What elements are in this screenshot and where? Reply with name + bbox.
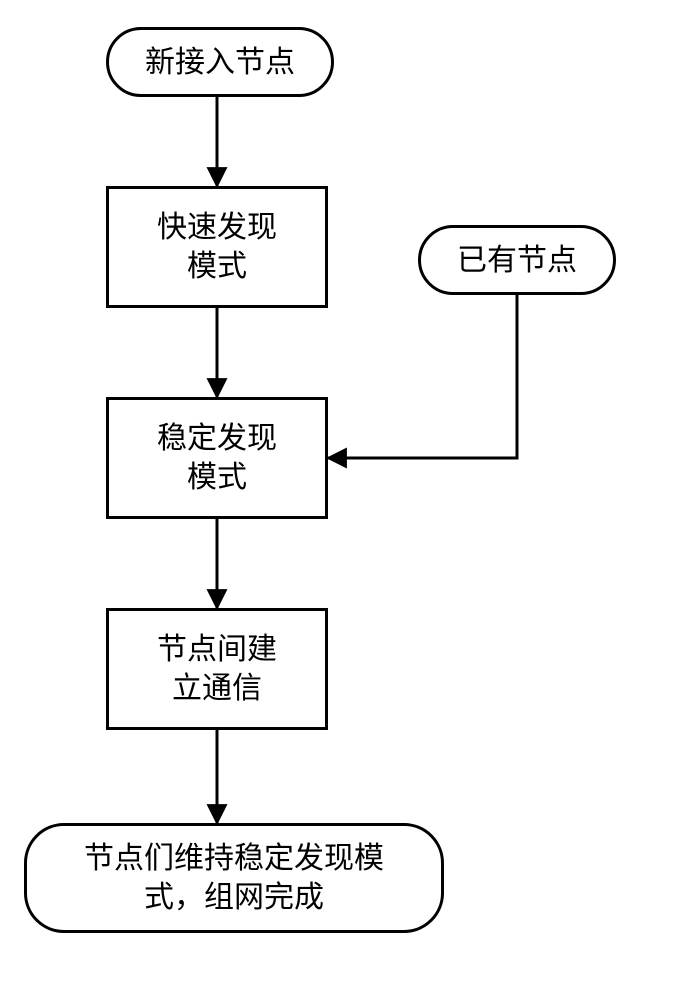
existing-node: 已有节点	[418, 225, 616, 295]
end-networking-complete: 节点们维持稳定发现模式，组网完成	[24, 823, 444, 933]
fast-discovery-mode-label: 快速发现模式	[147, 208, 287, 286]
start-new-node: 新接入节点	[106, 27, 334, 97]
establish-communication: 节点间建立通信	[106, 608, 328, 730]
fast-discovery-mode: 快速发现模式	[106, 186, 328, 308]
start-new-node-label: 新接入节点	[135, 43, 305, 82]
end-networking-complete-label: 节点们维持稳定发现模式，组网完成	[74, 839, 394, 917]
existing-node-label: 已有节点	[447, 241, 587, 280]
stable-discovery-mode: 稳定发现模式	[106, 397, 328, 519]
establish-communication-label: 节点间建立通信	[147, 630, 287, 708]
stable-discovery-mode-label: 稳定发现模式	[147, 419, 287, 497]
edge-n3-n4	[328, 295, 517, 458]
